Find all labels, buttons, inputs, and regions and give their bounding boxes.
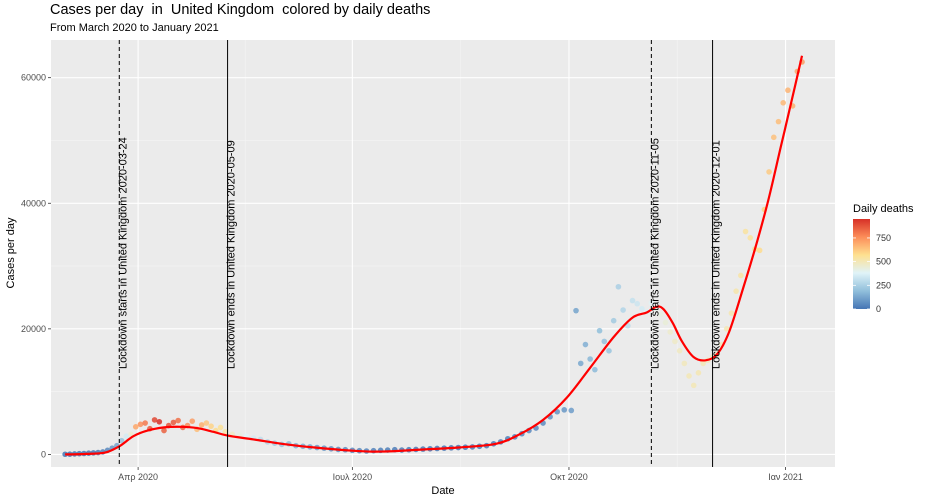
lockdown-label-4: Lockdown ends in United Kingdom 2020-12-… (711, 140, 723, 369)
legend-tick-label: 0 (876, 304, 881, 314)
y-tick-label: 40000 (21, 198, 46, 208)
data-point (639, 305, 645, 312)
x-tick-label: Απρ 2020 (118, 472, 158, 482)
lockdown-label-2: Lockdown ends in United Kingdom 2020-05-… (226, 140, 238, 369)
y-tick-label: 0 (41, 449, 46, 459)
data-point (222, 429, 229, 435)
data-point (137, 421, 144, 428)
data-point (577, 360, 584, 367)
legend-ticks: 0 250 500 750 (853, 233, 891, 314)
grid-minor (51, 40, 835, 467)
smooth-line (65, 55, 804, 456)
data-point (742, 228, 749, 235)
plot-panel (51, 40, 835, 467)
data-point (568, 407, 575, 414)
chart-title: Cases per day in United Kingdom colored … (50, 2, 431, 18)
x-tick-label: Ιαν 2021 (768, 472, 803, 482)
data-point (170, 419, 177, 426)
data-point (690, 382, 697, 389)
legend-tick-label: 250 (876, 280, 891, 290)
data-point (770, 134, 777, 141)
data-point (156, 418, 163, 425)
y-axis: 0 20000 40000 60000 (21, 73, 51, 459)
data-point (785, 87, 791, 94)
data-point (780, 99, 787, 106)
data-point (203, 420, 210, 426)
smooth-line-group (65, 55, 804, 456)
chart-subtitle: From March 2020 to January 2021 (50, 22, 219, 34)
data-point (132, 424, 139, 430)
x-axis-title: Date (431, 485, 454, 497)
data-point (615, 283, 622, 290)
data-point (123, 433, 130, 440)
data-point (723, 326, 730, 332)
data-point (592, 366, 598, 373)
data-point (728, 310, 735, 316)
y-tick-label: 60000 (21, 73, 46, 83)
data-point (596, 327, 603, 334)
data-point (733, 288, 739, 294)
legend-title: Daily deaths (853, 203, 914, 215)
data-point (573, 307, 579, 314)
grid-major (51, 40, 835, 467)
data-point (672, 338, 678, 345)
data-point (620, 307, 626, 313)
data-point (756, 247, 763, 254)
data-point (189, 418, 196, 424)
data-point (610, 317, 617, 324)
data-point (606, 348, 612, 354)
data-point (747, 235, 754, 241)
y-tick-label: 20000 (21, 324, 46, 334)
data-point (142, 420, 148, 426)
lockdown-label-1: Lockdown starts in United Kingdom 2020-0… (117, 137, 129, 369)
data-point (198, 422, 205, 428)
data-point (151, 417, 158, 423)
data-point (667, 329, 673, 335)
lockdown-lines: Lockdown starts in United Kingdom 2020-0… (117, 40, 723, 467)
legend-colorbar (853, 219, 870, 309)
data-point (561, 407, 568, 413)
data-point (118, 437, 125, 444)
data-point (587, 356, 593, 362)
x-axis: Απρ 2020 Ιουλ 2020 Οκτ 2020 Ιαν 2021 (118, 467, 803, 482)
x-tick-label: Οκτ 2020 (550, 472, 588, 482)
data-point (681, 360, 688, 367)
data-point (648, 300, 655, 306)
data-point (657, 311, 664, 318)
lockdown-label-3: Lockdown starts in United Kingdom 2020-1… (649, 138, 661, 369)
data-point (738, 272, 744, 279)
data-point (217, 424, 224, 431)
data-point (676, 348, 683, 354)
data-point (766, 169, 772, 175)
data-point (662, 319, 669, 326)
x-tick-label: Ιουλ 2020 (333, 472, 372, 482)
y-axis-title: Cases per day (5, 217, 17, 288)
legend-tick-label: 500 (876, 257, 891, 267)
data-point (208, 423, 214, 429)
data-point (695, 370, 702, 376)
data-point (700, 360, 706, 367)
data-point (634, 300, 641, 307)
data-point (582, 341, 589, 348)
legend-tick-label: 750 (876, 233, 891, 243)
data-point (775, 118, 782, 125)
data-point (161, 427, 167, 434)
data-point (629, 297, 636, 304)
data-point (175, 417, 181, 424)
data-point (601, 338, 608, 345)
data-point (686, 373, 692, 379)
